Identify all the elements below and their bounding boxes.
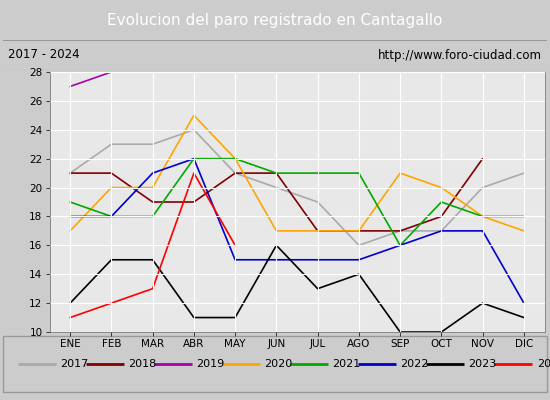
Text: 2021: 2021 — [332, 359, 361, 369]
Text: 2017 - 2024: 2017 - 2024 — [8, 48, 80, 62]
Text: http://www.foro-ciudad.com: http://www.foro-ciudad.com — [378, 48, 542, 62]
Text: 2018: 2018 — [128, 359, 157, 369]
Text: 2019: 2019 — [196, 359, 224, 369]
Text: 2017: 2017 — [60, 359, 89, 369]
Text: 2024: 2024 — [537, 359, 550, 369]
Text: 2020: 2020 — [265, 359, 293, 369]
Text: Evolucion del paro registrado en Cantagallo: Evolucion del paro registrado en Cantaga… — [107, 12, 443, 28]
Text: 2022: 2022 — [400, 359, 429, 369]
Text: 2023: 2023 — [469, 359, 497, 369]
